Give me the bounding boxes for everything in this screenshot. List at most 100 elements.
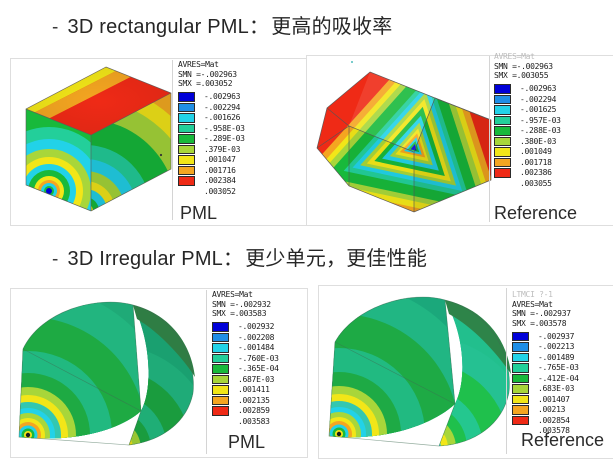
legend-top-right: AVRES=Mat SMN =-.002963 SMX =.003055 -.0… bbox=[494, 52, 561, 189]
legend-color-swatch bbox=[512, 405, 529, 415]
legend-bottom-left: AVRES=Mat SMN =-.002932 SMX =.003583 -.0… bbox=[212, 290, 279, 427]
legend-band-value: -.002963 bbox=[204, 92, 241, 101]
legend-band-row: .001718 bbox=[494, 157, 561, 168]
legend-band-row: -.002294 bbox=[494, 94, 561, 105]
legend-color-swatch bbox=[512, 342, 529, 352]
legend-band-row: -.365E-04 bbox=[212, 364, 279, 375]
contour-plot-irregular-reference bbox=[328, 296, 511, 447]
legend-band-value: -.957E-03 bbox=[520, 115, 561, 125]
section-title-en-1: 3D rectangular PML： bbox=[67, 16, 270, 38]
legend-band-value: .003583 bbox=[238, 416, 270, 426]
section-heading-1: - 3D rectangular PML： 更高的吸收率 bbox=[52, 10, 392, 39]
section-title-en-2: 3D Irregular PML： bbox=[67, 248, 244, 270]
legend-ghost-header-bottom-right: LTMCI ?-1 bbox=[512, 290, 553, 299]
legend-color-swatch bbox=[494, 115, 511, 125]
legend-band-value: .379E-03 bbox=[204, 144, 241, 154]
legend-divider-bottom-right bbox=[506, 288, 507, 454]
legend-band-value: -.001484 bbox=[238, 343, 275, 352]
legend-ghost-header-top-right: AVRES=Mat bbox=[494, 52, 535, 61]
legend-band-row: .687E-03 bbox=[212, 374, 279, 385]
legend-color-swatch bbox=[212, 395, 229, 405]
legend-band-value: .380E-03 bbox=[520, 136, 557, 146]
ansys-viewport-top-right bbox=[307, 56, 613, 225]
legend-band-row: .003583 bbox=[212, 416, 279, 427]
ansys-viewport-bottom-right bbox=[319, 286, 613, 458]
legend-band-row: .001407 bbox=[512, 394, 579, 405]
legend-band-row: .380E-03 bbox=[494, 136, 561, 147]
legend-swatch-list-bottom-left: -.002932 -.002208 -.001484 -.760E-03 -.365E-… bbox=[212, 322, 279, 427]
legend-band-value: .002854 bbox=[538, 415, 570, 425]
legend-band-row: .001049 bbox=[494, 147, 561, 158]
legend-band-row: -.002963 bbox=[494, 84, 561, 95]
legend-color-swatch bbox=[212, 343, 229, 353]
legend-smn-label-top-right: SMN = bbox=[494, 61, 517, 71]
legend-band-row: .002386 bbox=[494, 168, 561, 179]
legend-band-row: .002854 bbox=[512, 415, 579, 426]
legend-color-swatch bbox=[178, 102, 195, 112]
ansys-viewport-top-left bbox=[11, 59, 306, 225]
legend-swatch-list-bottom-right: -.002937 -.002213 -.001489 -.765E-03 -.412E-… bbox=[512, 331, 579, 436]
contour-plot-rect-reference bbox=[316, 61, 492, 213]
ansys-viewport-bottom-left bbox=[11, 289, 307, 457]
legend-band-row: .003578 bbox=[512, 426, 579, 437]
section-heading-2: - 3D Irregular PML： 更少单元，更佳性能 bbox=[52, 242, 427, 271]
legend-band-value: -.002932 bbox=[238, 322, 275, 331]
legend-band-row: -.001489 bbox=[512, 352, 579, 363]
legend-smn-label-bottom-left: SMN = bbox=[212, 299, 235, 309]
legend-band-value: -.002294 bbox=[520, 94, 557, 104]
legend-color-swatch bbox=[212, 364, 229, 374]
legend-band-row: .00213 bbox=[512, 405, 579, 416]
legend-color-swatch bbox=[212, 406, 229, 416]
legend-color-swatch bbox=[494, 94, 511, 104]
legend-smn-value-bottom-right: -.002937 bbox=[534, 309, 571, 318]
legend-color-swatch bbox=[512, 373, 529, 383]
legend-smx-value-bottom-left: .003583 bbox=[234, 309, 267, 318]
legend-band-row: -.002937 bbox=[512, 331, 579, 342]
legend-color-swatch bbox=[512, 363, 529, 373]
legend-divider-top-right bbox=[489, 56, 490, 222]
legend-color-swatch bbox=[178, 155, 195, 165]
legend-color-swatch bbox=[178, 144, 195, 154]
legend-color-swatch bbox=[494, 84, 511, 94]
legend-color-swatch bbox=[178, 113, 195, 123]
legend-band-row: .002135 bbox=[212, 395, 279, 406]
legend-band-value: -.002937 bbox=[538, 331, 575, 341]
legend-color-swatch bbox=[494, 105, 511, 115]
legend-color-swatch bbox=[512, 394, 529, 404]
legend-band-value: .003052 bbox=[204, 186, 236, 196]
caption-bottom-right: Reference bbox=[521, 430, 605, 450]
legend-color-swatch bbox=[178, 176, 195, 186]
legend-band-row: -.958E-03 bbox=[178, 123, 245, 134]
figure-panel-bottom-right bbox=[318, 285, 613, 459]
legend-band-row: -.001484 bbox=[212, 343, 279, 354]
legend-smn-label-top-left: SMN = bbox=[178, 69, 201, 79]
contour-plot-irregular-pml bbox=[18, 301, 195, 446]
legend-color-swatch bbox=[512, 331, 529, 341]
legend-color-swatch bbox=[494, 168, 511, 178]
legend-smx-value-top-right: .003055 bbox=[516, 71, 549, 80]
legend-band-value: .001411 bbox=[238, 385, 270, 394]
legend-band-row: .003052 bbox=[178, 186, 245, 197]
legend-smn-value-top-right: -.002963 bbox=[516, 61, 553, 71]
legend-color-swatch bbox=[512, 352, 529, 362]
legend-band-row: .002859 bbox=[212, 406, 279, 417]
caption-bottom-left: PML bbox=[228, 432, 266, 452]
legend-band-value: -.765E-03 bbox=[538, 363, 579, 372]
legend-band-value: -.289E-03 bbox=[204, 134, 245, 143]
legend-band-row: -.002932 bbox=[212, 322, 279, 333]
legend-band-value: .003055 bbox=[520, 178, 552, 188]
legend-band-row: -.002963 bbox=[178, 92, 245, 103]
legend-band-row: -.760E-03 bbox=[212, 353, 279, 364]
legend-band-value: -.760E-03 bbox=[238, 353, 279, 363]
legend-band-value: -.412E-04 bbox=[538, 373, 579, 383]
legend-band-value: .687E-03 bbox=[238, 374, 275, 384]
legend-band-row: -.002294 bbox=[178, 102, 245, 113]
legend-band-row: .003055 bbox=[494, 178, 561, 189]
legend-band-value: .00213 bbox=[538, 405, 566, 414]
legend-band-value: -.001625 bbox=[520, 105, 557, 114]
legend-smx-value-top-left: .003052 bbox=[200, 79, 233, 88]
legend-band-value: -.002213 bbox=[538, 342, 575, 351]
legend-band-row: .001411 bbox=[212, 385, 279, 396]
caption-top-right: Reference bbox=[494, 203, 578, 223]
